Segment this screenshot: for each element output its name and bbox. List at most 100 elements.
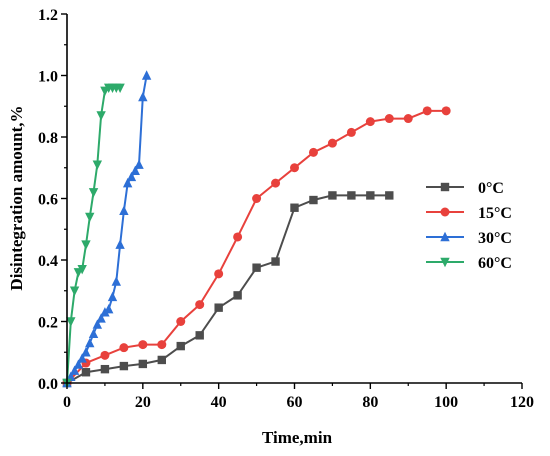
legend-marker bbox=[440, 182, 450, 192]
data-point bbox=[96, 313, 106, 323]
series-line bbox=[66, 109, 447, 384]
data-point bbox=[365, 117, 375, 127]
data-point bbox=[85, 337, 95, 348]
x-tick-label: 120 bbox=[510, 394, 534, 411]
data-point bbox=[195, 300, 205, 310]
data-point bbox=[422, 106, 432, 116]
series-2 bbox=[62, 70, 152, 388]
data-point bbox=[96, 111, 106, 121]
legend-item: 0°C bbox=[426, 180, 504, 197]
legend-item: 30°C bbox=[426, 230, 512, 247]
x-tick-label: 20 bbox=[135, 394, 151, 411]
data-point bbox=[81, 368, 91, 377]
data-point bbox=[77, 265, 87, 275]
data-point bbox=[290, 163, 299, 173]
data-point bbox=[233, 291, 242, 300]
data-point bbox=[111, 276, 121, 286]
data-point bbox=[403, 114, 413, 124]
data-point bbox=[309, 195, 318, 205]
data-point bbox=[73, 359, 84, 369]
x-tick-label: 0 bbox=[63, 394, 71, 411]
data-point bbox=[88, 328, 99, 338]
series-0 bbox=[62, 191, 394, 388]
data-point bbox=[115, 239, 125, 249]
data-point bbox=[290, 203, 299, 212]
data-point bbox=[66, 317, 76, 327]
data-point bbox=[328, 191, 337, 200]
data-point bbox=[81, 347, 91, 357]
data-point bbox=[176, 341, 185, 351]
legend-label: 15°C bbox=[478, 205, 512, 222]
data-point bbox=[271, 178, 281, 188]
y-tick-label: 0.8 bbox=[38, 130, 58, 147]
data-point bbox=[195, 331, 204, 340]
data-point bbox=[88, 188, 99, 198]
legend-label: 60°C bbox=[478, 255, 512, 272]
legend: 0°C 15°C 30°C 60°C bbox=[426, 180, 512, 272]
legend-label: 0°C bbox=[478, 180, 504, 197]
y-tick-label: 0.2 bbox=[38, 315, 58, 332]
data-point bbox=[122, 177, 133, 188]
series-layer bbox=[62, 70, 451, 389]
data-point bbox=[157, 340, 167, 350]
x-tick-label: 60 bbox=[287, 394, 303, 411]
data-point bbox=[85, 212, 95, 223]
data-point bbox=[138, 91, 148, 102]
y-tick-label: 0.6 bbox=[38, 192, 58, 209]
data-point bbox=[66, 371, 76, 382]
data-point bbox=[104, 304, 114, 314]
data-point bbox=[92, 160, 103, 170]
data-point bbox=[308, 147, 318, 157]
series-1 bbox=[62, 106, 451, 388]
data-point bbox=[346, 127, 356, 137]
y-tick-label: 1.2 bbox=[38, 7, 58, 24]
data-point bbox=[100, 350, 110, 360]
legend-label: 30°C bbox=[478, 230, 512, 247]
data-point bbox=[115, 83, 125, 93]
data-point bbox=[366, 191, 375, 200]
data-point bbox=[214, 269, 224, 279]
data-point bbox=[119, 205, 129, 215]
data-point bbox=[77, 353, 87, 363]
legend-marker bbox=[440, 257, 450, 268]
data-point bbox=[138, 340, 148, 350]
data-point bbox=[252, 263, 261, 272]
legend-marker bbox=[440, 231, 450, 242]
data-point bbox=[107, 291, 118, 302]
data-point bbox=[157, 355, 166, 365]
x-axis-label: Time,min bbox=[262, 428, 333, 447]
data-point bbox=[252, 194, 262, 203]
data-point bbox=[69, 365, 80, 375]
data-point bbox=[119, 343, 129, 353]
legend-item: 15°C bbox=[426, 205, 512, 222]
axes: 0 20 40 60 80 100 120 0.0 0.2 0.4 0.6 0.8 1.0 1.2 bbox=[38, 7, 534, 411]
y-tick-label: 0.4 bbox=[38, 253, 58, 270]
data-point bbox=[176, 317, 186, 326]
data-point bbox=[384, 114, 394, 124]
data-point bbox=[271, 257, 280, 266]
data-point bbox=[214, 303, 223, 312]
data-point bbox=[385, 191, 394, 200]
data-point bbox=[141, 70, 152, 80]
data-point bbox=[233, 232, 243, 242]
series-3 bbox=[62, 83, 125, 389]
data-point bbox=[69, 286, 80, 296]
data-point bbox=[134, 159, 144, 169]
x-tick-label: 80 bbox=[362, 394, 378, 411]
data-point bbox=[441, 106, 451, 116]
legend-item: 60°C bbox=[426, 255, 512, 272]
data-point bbox=[130, 165, 140, 176]
data-point bbox=[92, 319, 103, 329]
y-axis-label: Disintegration amount,% bbox=[7, 105, 26, 290]
y-tick-label: 0.0 bbox=[38, 376, 58, 393]
data-point bbox=[81, 240, 91, 250]
data-point bbox=[138, 359, 148, 369]
data-point bbox=[327, 138, 337, 148]
x-tick-label: 40 bbox=[211, 394, 227, 411]
data-point bbox=[347, 191, 356, 200]
y-tick-label: 1.0 bbox=[38, 69, 58, 86]
data-point bbox=[119, 361, 129, 371]
legend-marker bbox=[440, 207, 450, 217]
series-line bbox=[66, 86, 121, 384]
